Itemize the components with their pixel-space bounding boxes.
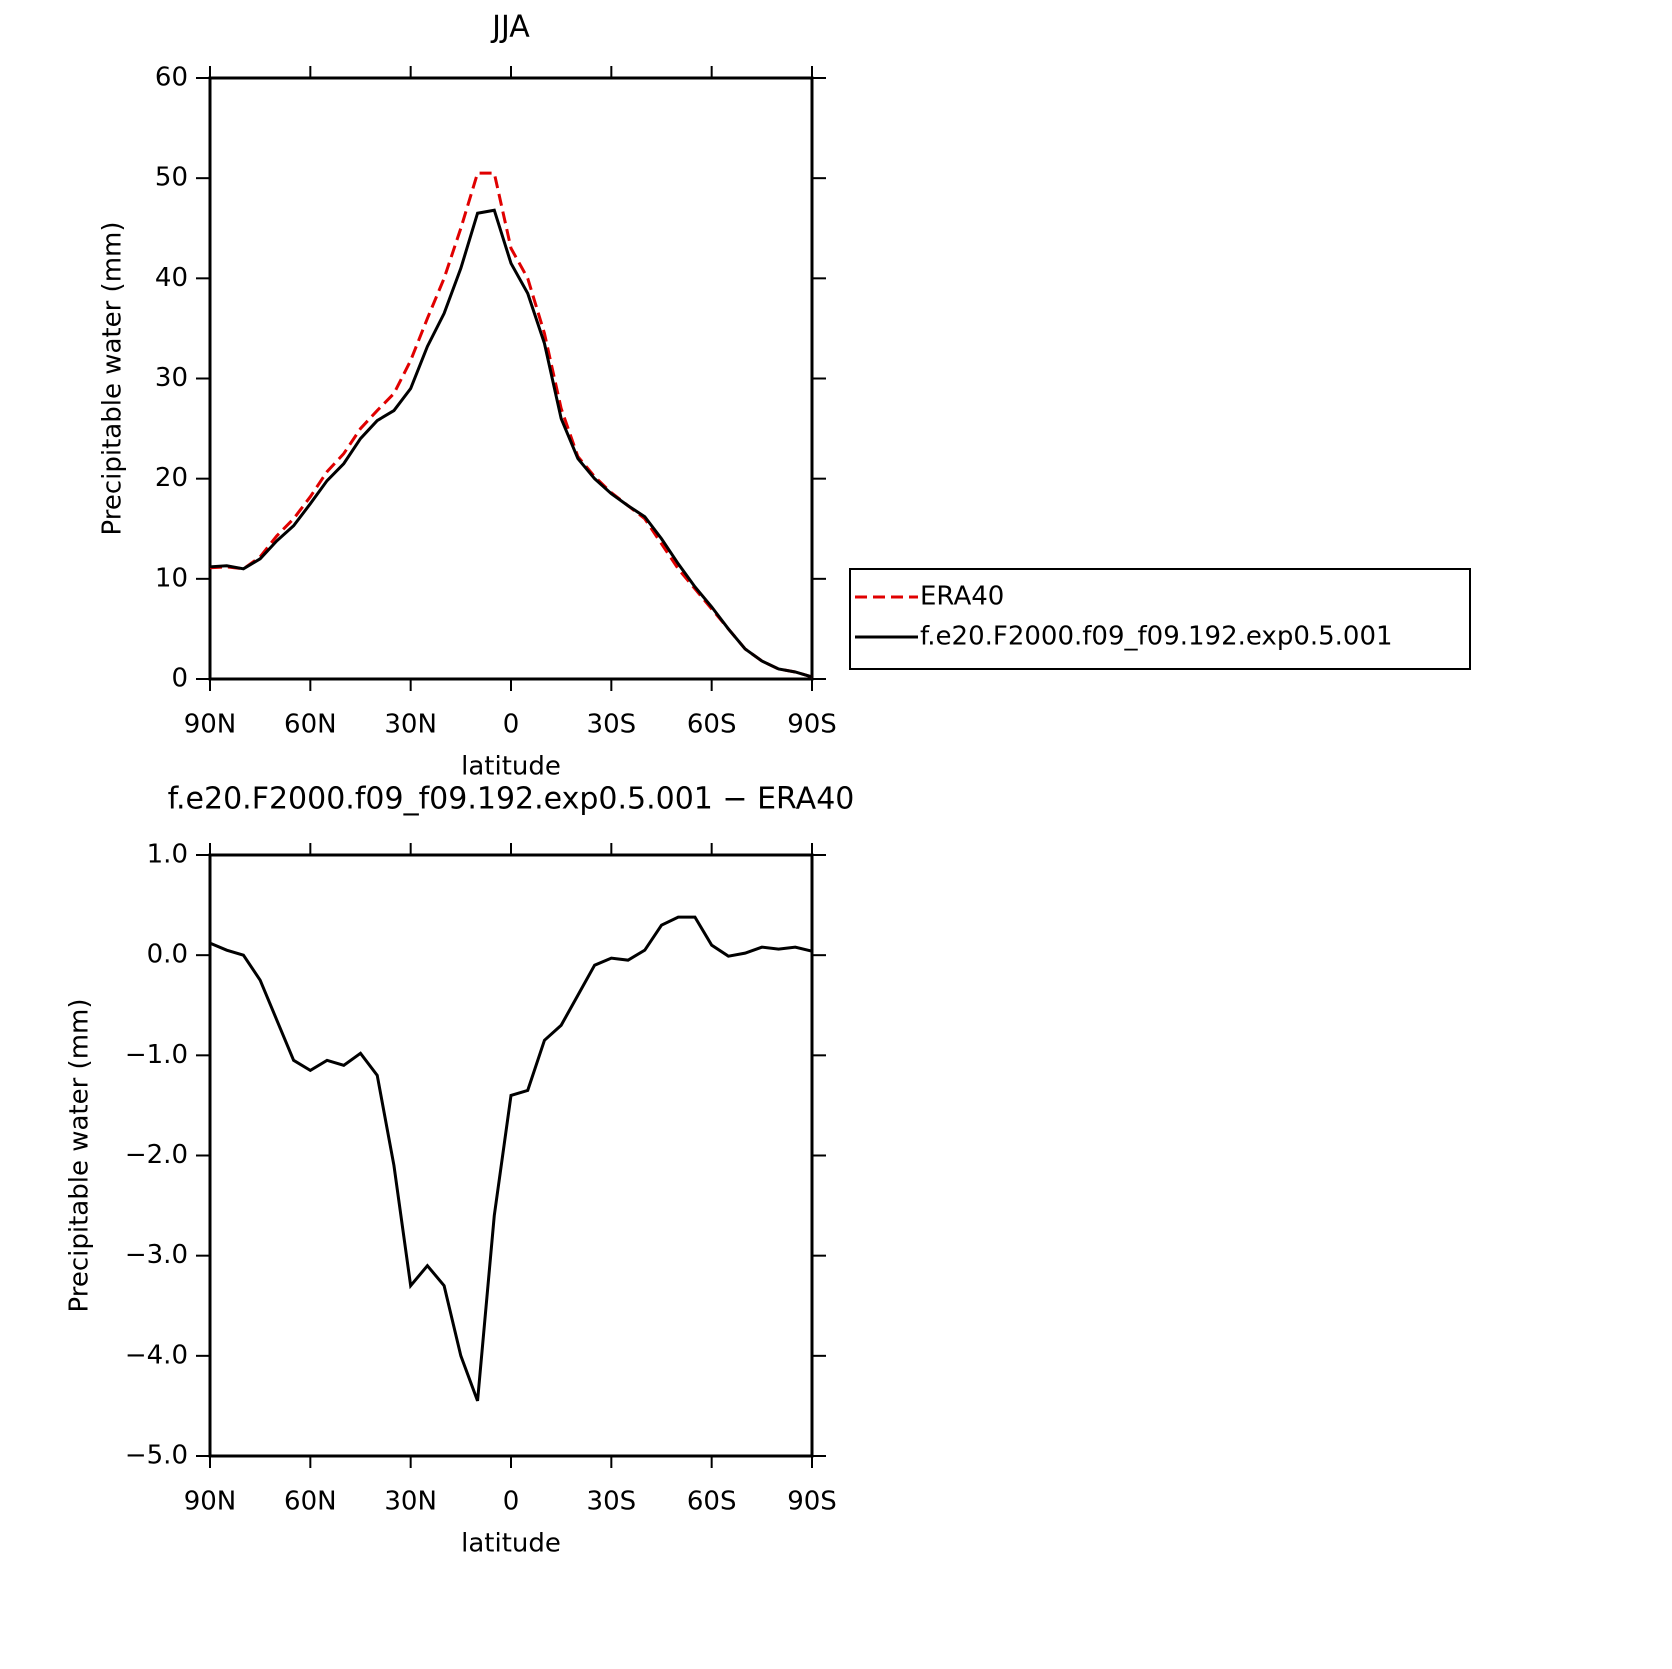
x-tick-label: 60N <box>284 710 337 740</box>
plot-frame <box>208 76 814 681</box>
legend-label: f.e20.F2000.f09_f09.192.exp0.5.001 <box>920 622 1393 652</box>
y-tick-label: 30 <box>155 363 188 393</box>
x-tick-label: 30N <box>384 1487 437 1517</box>
y-tick-label: −4.0 <box>125 1340 188 1370</box>
y-tick-label: 20 <box>155 463 188 493</box>
x-tick-label: 30N <box>384 710 437 740</box>
x-tick-label: 90N <box>184 710 237 740</box>
y-tick-label: −3.0 <box>125 1240 188 1270</box>
series-line <box>209 208 813 679</box>
plot-frame <box>208 853 814 1458</box>
x-tick-label: 30S <box>587 1487 637 1517</box>
x-axis-label: latitude <box>461 752 561 782</box>
y-tick-label: 50 <box>155 163 188 193</box>
x-tick-label: 90S <box>787 710 837 740</box>
x-tick-label: 0 <box>503 710 520 740</box>
y-axis-label: Precipitable water (mm) <box>65 999 95 1313</box>
y-tick-label: 1.0 <box>147 840 188 870</box>
y-tick-label: 10 <box>155 563 188 593</box>
x-tick-label: 90N <box>184 1487 237 1517</box>
chart-title: JJA <box>490 10 530 45</box>
chart-title: f.e20.F2000.f09_f09.192.exp0.5.001 − ERA… <box>168 782 855 817</box>
y-tick-label: 40 <box>155 263 188 293</box>
x-tick-label: 60N <box>284 1487 337 1517</box>
legend-label: ERA40 <box>920 582 1004 612</box>
x-tick-label: 60S <box>687 1487 737 1517</box>
x-axis-label: latitude <box>461 1529 561 1559</box>
legend-box <box>849 568 1471 670</box>
y-tick-label: −2.0 <box>125 1140 188 1170</box>
y-tick-label: 60 <box>155 63 188 93</box>
x-tick-label: 0 <box>503 1487 520 1517</box>
y-tick-label: −5.0 <box>125 1441 188 1471</box>
y-tick-label: 0 <box>171 664 188 694</box>
y-axis-label: Precipitable water (mm) <box>98 222 128 536</box>
x-tick-label: 90S <box>787 1487 837 1517</box>
x-tick-label: 60S <box>687 710 737 740</box>
series-line <box>209 171 813 679</box>
series-line <box>209 915 813 1402</box>
y-tick-label: 0.0 <box>147 940 188 970</box>
x-tick-label: 30S <box>587 710 637 740</box>
y-tick-label: −1.0 <box>125 1040 188 1070</box>
